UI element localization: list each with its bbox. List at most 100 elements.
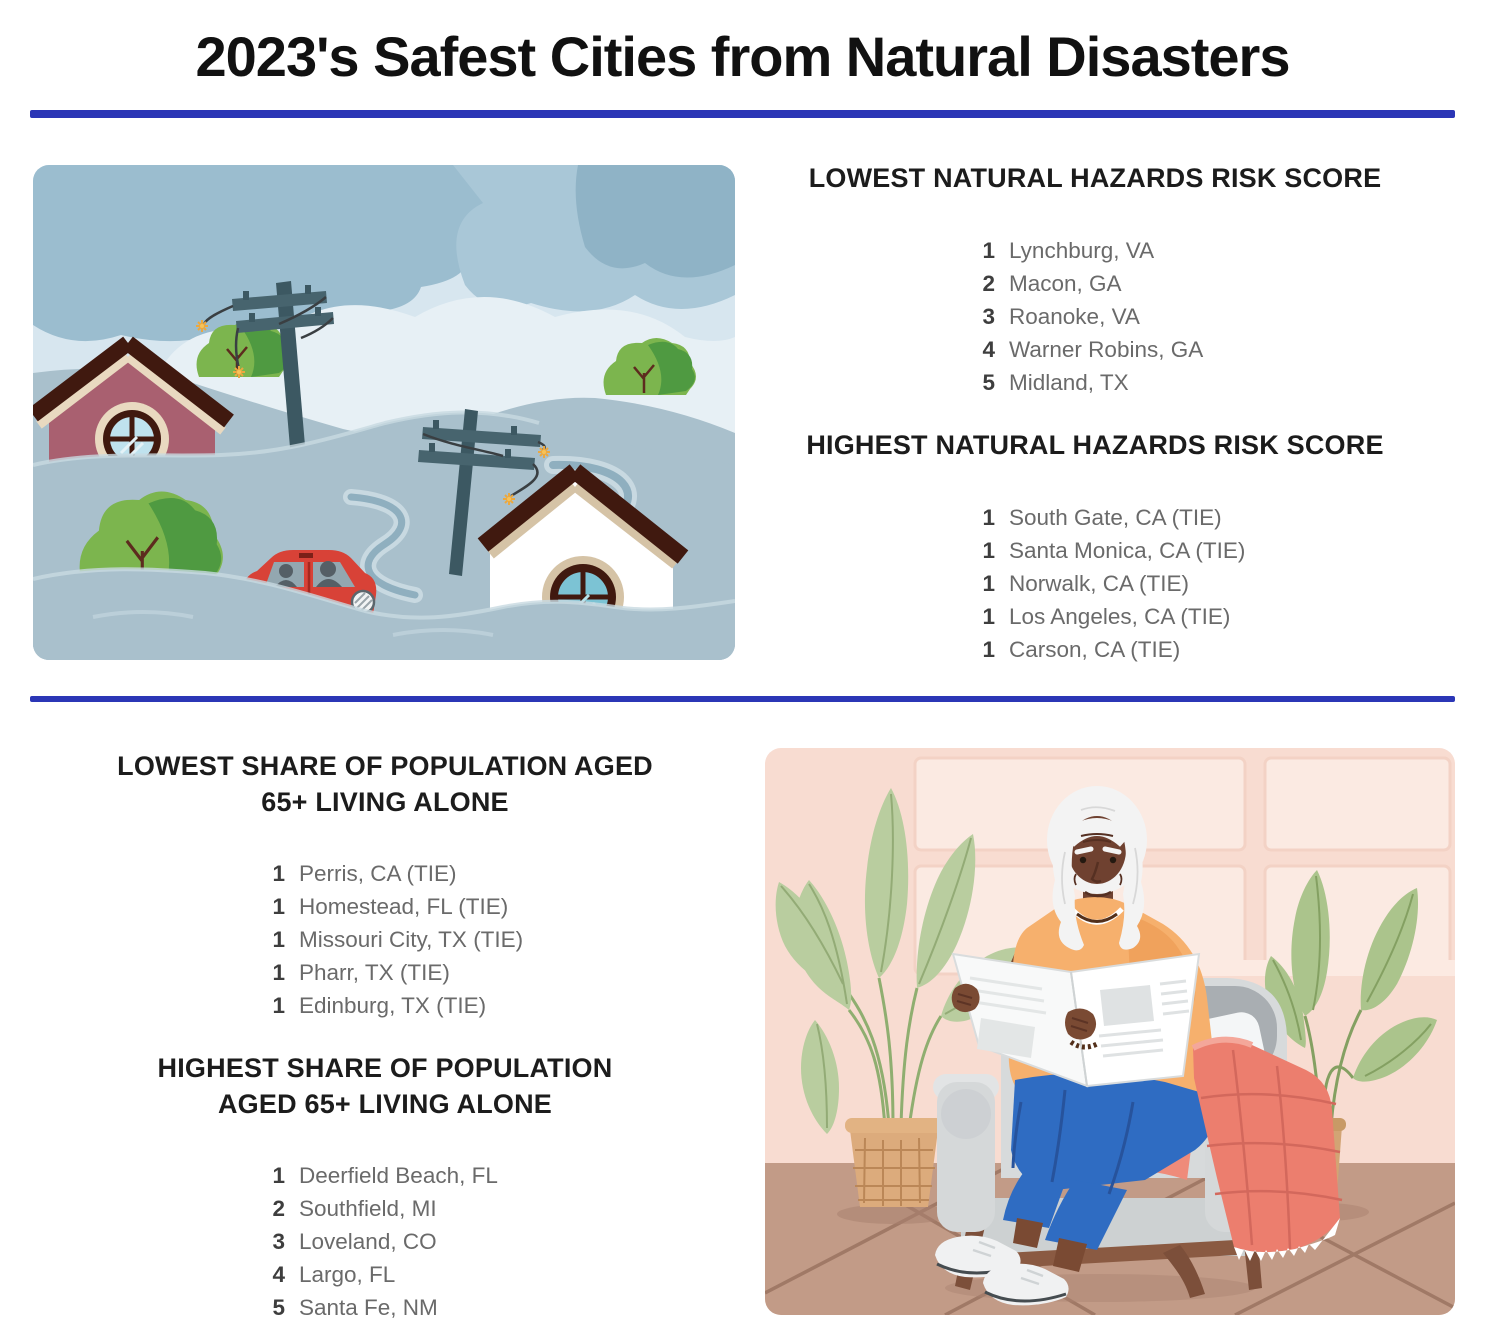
- rank-number: 1: [982, 537, 995, 563]
- city-name: Macon, GA: [1009, 270, 1122, 296]
- newspaper: [951, 952, 1201, 1088]
- rank-number: 1: [272, 1162, 285, 1188]
- mouth: [1084, 890, 1112, 898]
- city-name: Los Angeles, CA (TIE): [1009, 603, 1231, 629]
- bracelet: [1069, 1039, 1099, 1050]
- list-item: 1 Missouri City, TX (TIE): [60, 923, 710, 956]
- rank-number: 1: [982, 636, 995, 662]
- heading-highest-seniors-alone: HIGHEST SHARE OF POPULATION AGED 65+ LIV…: [157, 1053, 613, 1119]
- bush: [196, 320, 289, 377]
- seniors-lists-column: LOWEST SHARE OF POPULATION AGED 65+ LIVI…: [60, 748, 710, 1324]
- list-item: 5 Midland, TX: [745, 366, 1445, 399]
- page-title: 2023's Safest Cities from Natural Disast…: [195, 25, 1291, 88]
- plaid-blanket: [1191, 1036, 1343, 1261]
- list-item: 1 Carson, CA (TIE): [745, 633, 1445, 666]
- senior-reading-illustration: [765, 748, 1455, 1315]
- rank-number: 1: [272, 860, 285, 886]
- city-name: Lynchburg, VA: [1009, 237, 1155, 263]
- city-name: Homestead, FL (TIE): [299, 893, 509, 919]
- rank-number: 1: [982, 570, 995, 596]
- bush: [79, 491, 223, 589]
- shadow: [837, 1204, 953, 1224]
- list-item: 5 Santa Fe, NM: [60, 1291, 710, 1324]
- hair-fringe: [1061, 818, 1133, 847]
- rank-number: 1: [272, 893, 285, 919]
- spark: [196, 320, 208, 332]
- water-edge-highlight: [33, 567, 735, 620]
- rank-number: 1: [982, 603, 995, 629]
- spark: [538, 446, 550, 458]
- city-name: Deerfield Beach, FL: [299, 1162, 498, 1188]
- list-item: 4 Warner Robins, GA: [745, 333, 1445, 366]
- rank-number: 1: [982, 237, 995, 263]
- water-edge-highlight: [33, 410, 540, 467]
- city-name: Loveland, CO: [299, 1228, 437, 1254]
- city-name: Largo, FL: [299, 1261, 396, 1287]
- list-item: 1 South Gate, CA (TIE): [745, 501, 1445, 534]
- list-item: 1 Los Angeles, CA (TIE): [745, 600, 1445, 633]
- list-lowest-seniors-alone: 1 Perris, CA (TIE) 1 Homestead, FL (TIE) 1…: [60, 857, 710, 1022]
- city-name: Missouri City, TX (TIE): [299, 926, 524, 952]
- rank-number: 1: [272, 992, 285, 1018]
- list-item: 4 Largo, FL: [60, 1258, 710, 1291]
- rank-number: 2: [272, 1195, 285, 1221]
- rank-number: 1: [272, 959, 285, 985]
- list-item: 2 Macon, GA: [745, 267, 1445, 300]
- flood-water: [33, 569, 735, 660]
- city-name: Perris, CA (TIE): [299, 860, 457, 886]
- rank-number: 4: [272, 1261, 285, 1287]
- rank-number: 5: [272, 1294, 285, 1320]
- list-item: 1 Norwalk, CA (TIE): [745, 567, 1445, 600]
- list-item: 1 Pharr, TX (TIE): [60, 956, 710, 989]
- list-item: 1 Homestead, FL (TIE): [60, 890, 710, 923]
- list-item: 3 Loveland, CO: [60, 1225, 710, 1258]
- utility-pole: [196, 281, 334, 471]
- list-highest-hazards: 1 South Gate, CA (TIE) 1 Santa Monica, CA …: [745, 501, 1445, 666]
- bush: [603, 338, 696, 395]
- rank-number: 5: [982, 369, 995, 395]
- rank-number: 1: [272, 926, 285, 952]
- senior-woman: [935, 786, 1216, 1306]
- senior-reading-svg: [765, 748, 1455, 1315]
- potted-plant-left: [775, 788, 1027, 1207]
- heading-lowest-seniors-alone: LOWEST SHARE OF POPULATION AGED 65+ LIVI…: [117, 751, 653, 817]
- list-lowest-hazards: 1 Lynchburg, VA 2 Macon, GA 3 Roanoke, VA 4…: [745, 234, 1445, 399]
- rank-number: 2: [982, 270, 995, 296]
- utility-pole: [418, 409, 550, 576]
- water-ripple: [92, 610, 494, 637]
- water-swirl: [347, 493, 419, 599]
- city-name: South Gate, CA (TIE): [1009, 504, 1222, 530]
- wrinkles: [1080, 833, 1114, 843]
- city-name: Santa Monica, CA (TIE): [1009, 537, 1246, 563]
- list-highest-seniors-alone: 1 Deerfield Beach, FL 2 Southfield, MI 3 Lo…: [60, 1159, 710, 1324]
- heading-lowest-hazards: LOWEST NATURAL HAZARDS RISK SCORE: [808, 163, 1382, 193]
- potted-plant-right: [1264, 870, 1437, 1206]
- city-name: Carson, CA (TIE): [1009, 636, 1181, 662]
- spark: [233, 366, 245, 378]
- city-name: Midland, TX: [1009, 369, 1129, 395]
- hair-lock: [1119, 830, 1145, 950]
- list-item: 1 Edinburg, TX (TIE): [60, 989, 710, 1022]
- list-item: 1 Santa Monica, CA (TIE): [745, 534, 1445, 567]
- sneaker: [983, 1263, 1069, 1306]
- list-item: 3 Roanoke, VA: [745, 300, 1445, 333]
- flood-scene-illustration: [33, 165, 735, 660]
- list-item: 1 Lynchburg, VA: [745, 234, 1445, 267]
- heading-highest-hazards: HIGHEST NATURAL HAZARDS RISK SCORE: [806, 430, 1384, 460]
- divider-top: [30, 110, 1455, 118]
- hazards-lists-column: LOWEST NATURAL HAZARDS RISK SCORE 1 Lynch…: [745, 160, 1445, 666]
- city-name: Santa Fe, NM: [299, 1294, 438, 1320]
- city-name: Pharr, TX (TIE): [299, 959, 450, 985]
- city-name: Norwalk, CA (TIE): [1009, 570, 1190, 596]
- eyebrows: [1074, 846, 1122, 855]
- storm-cloud: [33, 165, 490, 342]
- city-name: Roanoke, VA: [1009, 303, 1140, 329]
- rank-number: 1: [982, 504, 995, 530]
- flood-scene-svg: [33, 165, 735, 660]
- rank-number: 3: [272, 1228, 285, 1254]
- nose: [1090, 861, 1102, 883]
- list-item: 1 Perris, CA (TIE): [60, 857, 710, 890]
- rank-number: 4: [982, 336, 995, 362]
- storm-cloud: [575, 165, 735, 278]
